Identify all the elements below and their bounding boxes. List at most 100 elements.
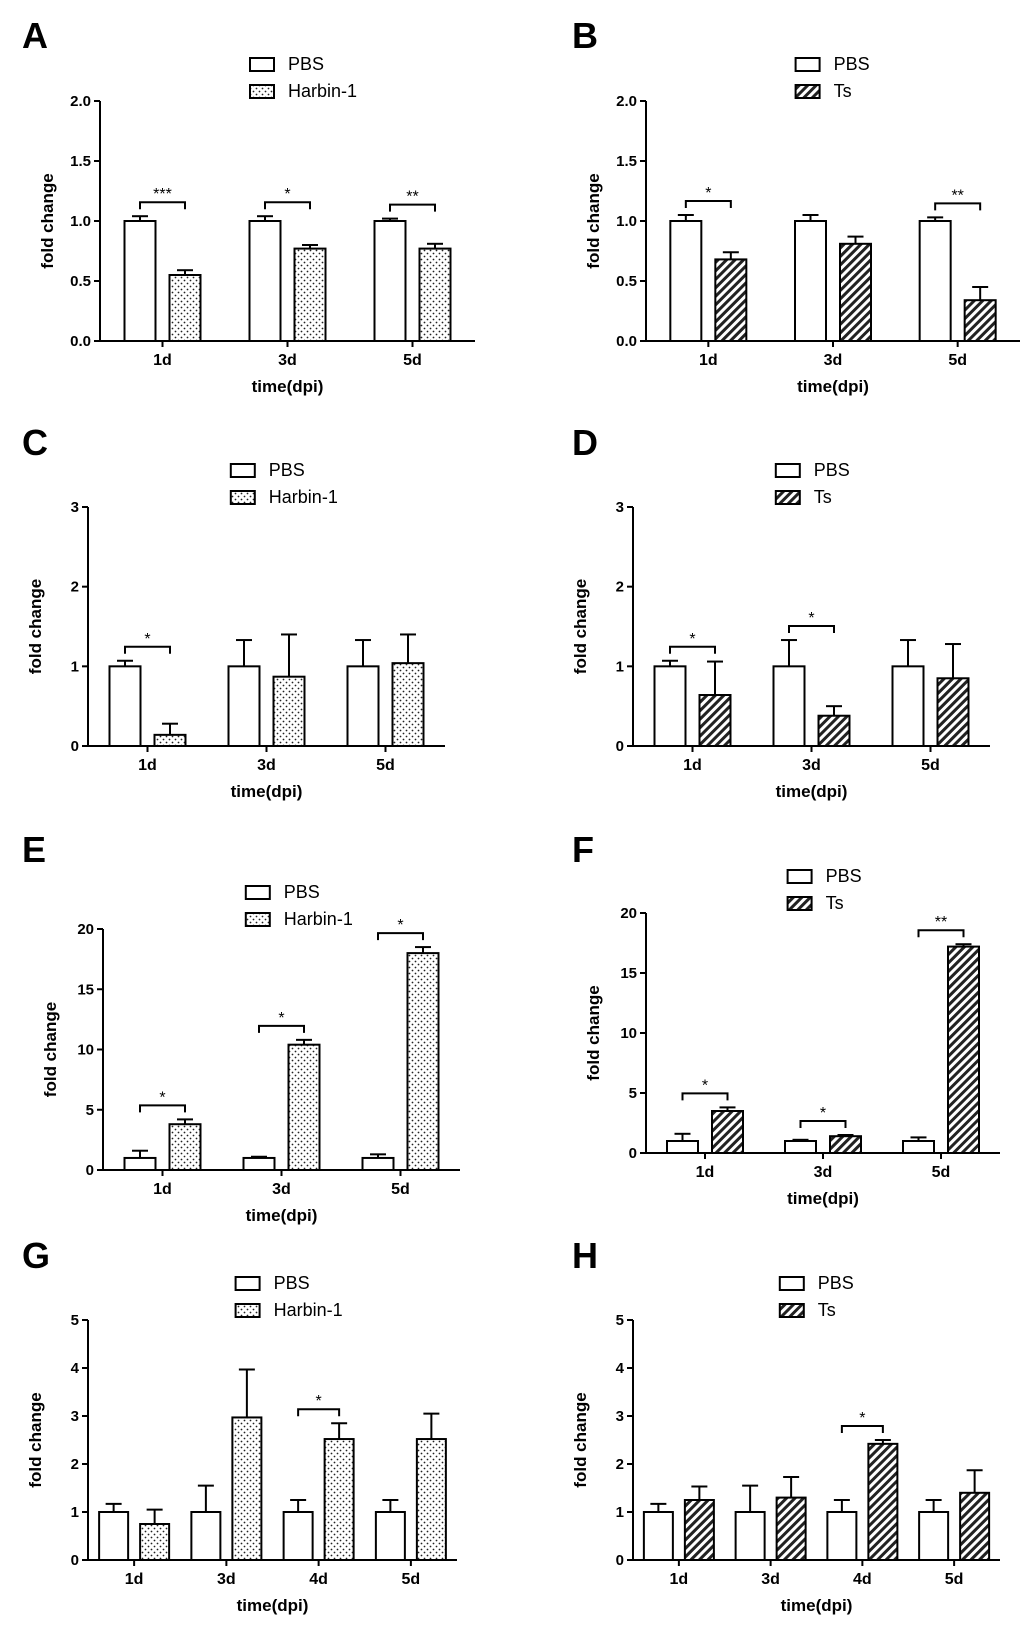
bar-pbs-5d [918, 220, 952, 342]
legend-label: Harbin-1 [269, 487, 338, 507]
significance-label: * [859, 1410, 865, 1427]
x-tick-label: 5d [376, 757, 395, 774]
panel-letter: H [572, 1235, 598, 1276]
legend-label: Ts [818, 1300, 836, 1320]
panel-letter: D [572, 422, 598, 463]
bar-harbin-1-1d [139, 1523, 171, 1561]
significance-label: *** [153, 186, 172, 203]
y-tick-label: 0.0 [70, 333, 91, 350]
x-tick-label: 3d [272, 1181, 291, 1198]
y-tick-label: 2 [71, 579, 79, 596]
bar-pbs-3d [248, 220, 282, 342]
bar-pbs-1d [123, 1156, 157, 1171]
y-axis-title: fold change [571, 579, 590, 674]
y-tick-label: 20 [620, 905, 637, 922]
bar-ts-5d [959, 1491, 991, 1562]
x-tick-label: 1d [138, 757, 157, 774]
y-axis-title: fold change [26, 579, 45, 674]
y-tick-label: 1.5 [70, 153, 91, 170]
y-tick-label: 10 [620, 1025, 637, 1042]
y-tick-label: 10 [77, 1042, 94, 1059]
bar-harbin-1-3d [293, 247, 327, 343]
significance-label: * [820, 1105, 826, 1122]
y-axis-title: fold change [41, 1002, 60, 1097]
x-tick-label: 1d [683, 757, 702, 774]
bar-ts-5d [936, 677, 970, 747]
bar-pbs-1d [123, 220, 157, 342]
significance-bracket [377, 932, 424, 941]
bar-ts-3d [775, 1496, 807, 1561]
y-tick-label: 1 [71, 658, 79, 675]
chart-panel-f: F 0 5 10 15 20 fold change 1d * 3d * 5d ** time(dpi) P… [572, 829, 1000, 1208]
legend-label: PBS [826, 866, 862, 886]
x-tick-label: 3d [217, 1571, 236, 1588]
bar-harbin-1-5d [391, 662, 425, 747]
significance-label: * [705, 185, 711, 202]
y-tick-label: 4 [616, 1360, 625, 1377]
y-tick-label: 20 [77, 921, 94, 938]
chart-panel-h: H 0 1 2 3 4 5 fold change 1d 3d 4d * 5d time(dpi) PBS T… [571, 1235, 1000, 1615]
bar-ts-4d [867, 1442, 899, 1561]
legend-swatch-pbs [249, 57, 275, 72]
x-tick-label: 5d [403, 352, 422, 369]
significance-label: ** [951, 187, 963, 204]
legend-swatch-pbs [229, 463, 256, 478]
y-tick-label: 3 [616, 499, 624, 516]
bar-harbin-1-3d [272, 675, 306, 747]
bar-pbs-5d [346, 665, 380, 747]
legend-swatch-ts [786, 896, 813, 911]
y-tick-label: 1.5 [616, 153, 637, 170]
y-axis-title: fold change [26, 1392, 45, 1487]
bar-pbs-1d [653, 665, 687, 747]
panel-letter: G [22, 1235, 50, 1276]
x-tick-label: 3d [257, 757, 276, 774]
significance-label: * [397, 917, 403, 934]
bar-pbs-1d [642, 1511, 674, 1561]
panel-letter: F [572, 829, 594, 870]
x-axis-title: time(dpi) [231, 782, 303, 801]
x-axis-title: time(dpi) [252, 377, 324, 396]
y-tick-label: 3 [71, 499, 79, 516]
legend-label: Ts [834, 81, 852, 101]
bar-pbs-3d [772, 665, 806, 747]
x-tick-label: 1d [125, 1571, 144, 1588]
y-tick-label: 0 [616, 1552, 624, 1569]
legend-label: Ts [826, 893, 844, 913]
significance-bracket [681, 1092, 729, 1101]
x-axis-title: time(dpi) [246, 1206, 318, 1225]
legend-label: PBS [269, 460, 305, 480]
significance-label: * [144, 631, 150, 648]
y-tick-label: 4 [71, 1360, 80, 1377]
bar-pbs-3d [190, 1511, 222, 1561]
bar-harbin-1-5d [418, 247, 452, 343]
x-tick-label: 1d [699, 352, 718, 369]
y-tick-label: 2.0 [616, 93, 637, 110]
y-tick-label: 0 [616, 738, 624, 755]
panel-letter: A [22, 15, 48, 56]
legend-label: PBS [288, 54, 324, 74]
y-tick-label: 0 [629, 1145, 637, 1162]
significance-bracket [264, 201, 311, 210]
significance-bracket [684, 200, 732, 208]
significance-bracket [669, 645, 716, 654]
x-tick-label: 3d [802, 757, 821, 774]
y-tick-label: 15 [620, 965, 637, 982]
legend-label: Harbin-1 [274, 1300, 343, 1320]
x-tick-label: 3d [278, 352, 297, 369]
x-axis-title: time(dpi) [781, 1596, 853, 1615]
significance-bracket [139, 1104, 186, 1113]
chart-panel-a: A 0.0 0.5 1.0 1.5 2.0 fold change 1d *** 3d * 5d ** t… [22, 15, 475, 396]
bar-pbs-5d [918, 1511, 950, 1561]
y-tick-label: 1.0 [616, 213, 637, 230]
y-tick-label: 0.0 [616, 333, 637, 350]
y-tick-label: 5 [71, 1312, 79, 1329]
panel-letter: C [22, 422, 48, 463]
significance-bracket [934, 202, 982, 211]
chart-panel-b: B 0.0 0.5 1.0 1.5 2.0 fold change 1d * 3d 5d ** time… [572, 15, 1020, 396]
bar-harbin-1-5d [415, 1438, 447, 1562]
significance-label: * [808, 610, 814, 627]
y-tick-label: 2.0 [70, 93, 91, 110]
legend-swatch-harbin-1 [244, 912, 271, 927]
y-tick-label: 1 [616, 1504, 624, 1521]
y-tick-label: 0 [86, 1162, 94, 1179]
